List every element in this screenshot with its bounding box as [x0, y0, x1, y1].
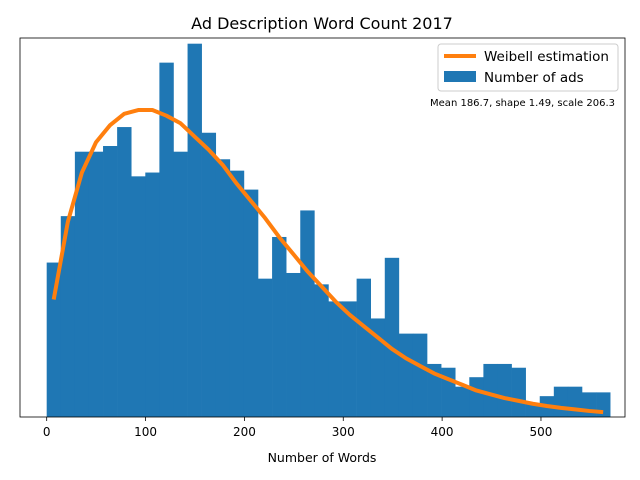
histogram-bar — [455, 386, 470, 417]
histogram-bar — [356, 278, 371, 417]
x-tick-label: 0 — [43, 425, 51, 439]
histogram-bar — [511, 367, 526, 417]
weibull-estimation-line — [51, 108, 604, 415]
histogram-bar — [215, 159, 231, 417]
histogram-bar — [328, 301, 343, 417]
histogram-bar — [300, 210, 315, 417]
x-tick-label: 200 — [233, 425, 256, 439]
histogram-bar — [243, 189, 259, 417]
histogram-bar — [88, 151, 104, 417]
legend-label-ads: Number of ads — [484, 70, 584, 86]
histogram-bar — [412, 333, 428, 417]
histogram-bar — [370, 318, 386, 417]
histogram-bar — [567, 386, 583, 417]
histogram-bar — [286, 272, 301, 417]
legend-label-weibull: Weibell estimation — [484, 49, 609, 65]
histogram-bar — [525, 403, 541, 417]
histogram-bar — [384, 257, 400, 417]
legend: Weibell estimation Number of ads — [437, 43, 619, 92]
histogram-bar — [187, 43, 202, 417]
x-axis-ticks: 0 100 200 300 400 500 — [43, 417, 553, 439]
histogram-bar — [497, 363, 512, 417]
histogram-bar — [342, 301, 357, 417]
histogram-bars — [46, 43, 611, 417]
histogram-bar — [483, 363, 498, 417]
histogram-bar — [60, 216, 76, 417]
x-tick-label: 100 — [134, 425, 157, 439]
histogram-bar — [74, 151, 90, 417]
histogram-bar — [131, 176, 146, 417]
x-tick-label: 400 — [431, 425, 454, 439]
histogram-bar — [427, 363, 442, 417]
histogram-bar — [103, 146, 118, 417]
histogram-bar — [469, 377, 484, 417]
stats-annotation: Mean 186.7, shape 1.49, scale 206.3 — [430, 98, 615, 109]
histogram-bar — [145, 172, 160, 417]
legend-swatch-ads — [444, 71, 476, 82]
histogram-bar — [173, 151, 188, 417]
legend-box — [437, 43, 619, 92]
histogram-bar — [201, 132, 217, 417]
histogram-bar — [553, 386, 569, 417]
histogram-bar — [258, 278, 273, 417]
histogram-bar — [314, 284, 329, 417]
histogram-bar — [272, 236, 287, 417]
histogram-bar — [159, 62, 174, 417]
plot-frame — [19, 37, 626, 418]
x-axis-label: Number of Words — [268, 450, 377, 465]
chart-title: Ad Description Word Count 2017 — [191, 14, 453, 33]
x-tick-label: 500 — [530, 425, 553, 439]
x-tick-label: 300 — [332, 425, 355, 439]
histogram-bar — [46, 262, 62, 417]
histogram-bar — [398, 333, 414, 417]
histogram-bar — [117, 127, 132, 417]
histogram-bar — [229, 170, 245, 417]
